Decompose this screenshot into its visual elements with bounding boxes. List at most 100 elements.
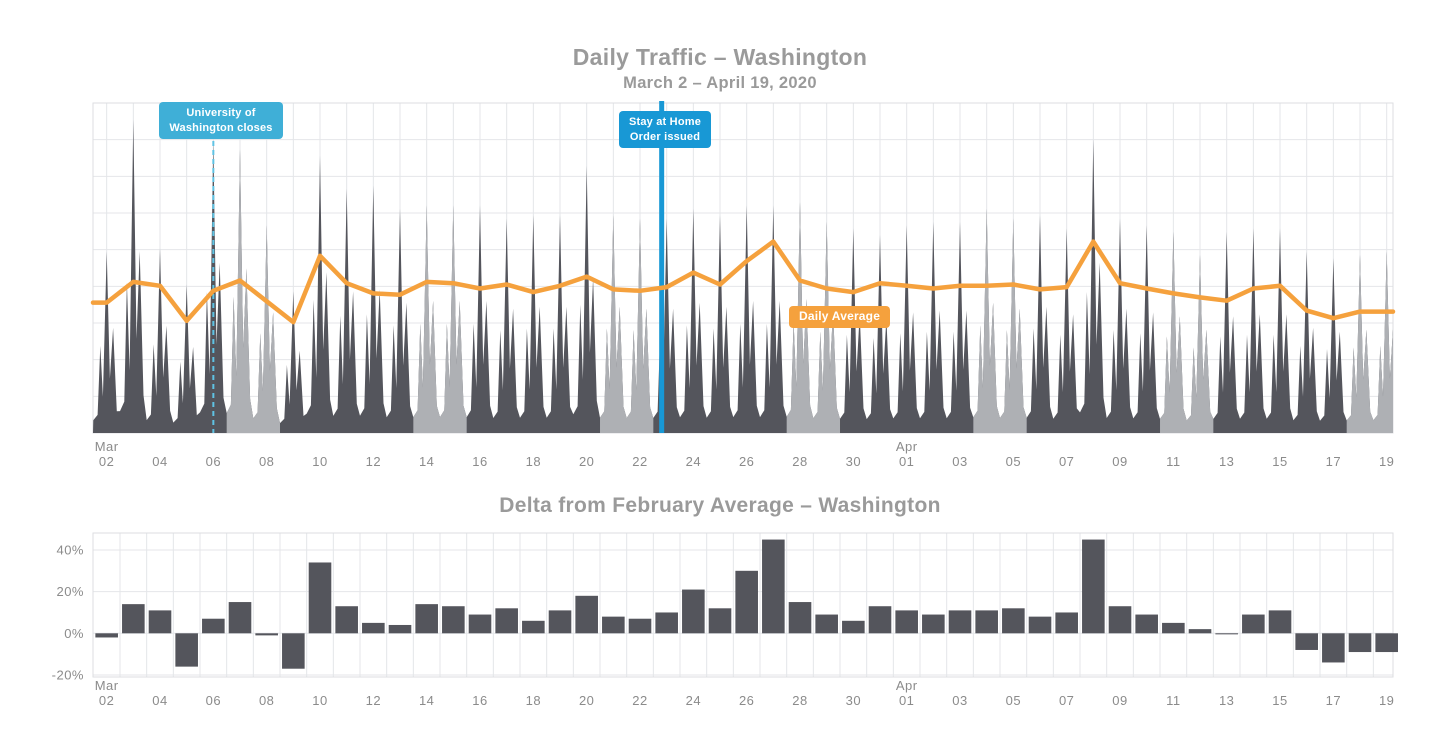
- svg-text:0%: 0%: [64, 626, 84, 641]
- top-chart-subtitle: March 2 – April 19, 2020: [623, 74, 817, 92]
- svg-text:07: 07: [1059, 693, 1074, 708]
- delta-bar: [602, 616, 625, 634]
- svg-text:10: 10: [312, 454, 327, 469]
- svg-text:28: 28: [792, 454, 807, 469]
- delta-bar: [122, 604, 145, 634]
- svg-text:40%: 40%: [56, 542, 84, 557]
- svg-text:02: 02: [99, 454, 114, 469]
- svg-text:09: 09: [1112, 693, 1127, 708]
- bottom-chart-title: Delta from February Average – Washington: [499, 494, 941, 517]
- svg-text:08: 08: [259, 454, 274, 469]
- svg-text:11: 11: [1166, 454, 1181, 469]
- delta-bar: [948, 610, 972, 634]
- delta-bar: [815, 614, 838, 634]
- svg-text:02: 02: [99, 693, 114, 708]
- bottom-y-axis-labels: 40% 20% 0% -20%: [52, 542, 84, 682]
- delta-bar: [495, 608, 518, 634]
- bottom-gridlines: [92, 532, 1394, 678]
- delta-bar: [175, 633, 198, 667]
- svg-text:07: 07: [1059, 454, 1074, 469]
- uw-closure-line2: Washington closes: [169, 121, 273, 134]
- svg-text:18: 18: [526, 454, 541, 469]
- delta-bar: [975, 610, 998, 634]
- delta-bar: [442, 606, 465, 634]
- delta-bar: [655, 612, 678, 634]
- delta-bar: [762, 539, 785, 634]
- stay-home-line1: Stay at Home: [628, 116, 702, 128]
- svg-text:06: 06: [206, 693, 221, 708]
- delta-bar: [1268, 610, 1292, 634]
- svg-text:04: 04: [152, 454, 167, 469]
- svg-text:01: 01: [899, 454, 914, 469]
- delta-bar: [1348, 633, 1372, 653]
- svg-text:20%: 20%: [56, 584, 84, 599]
- svg-text:03: 03: [952, 454, 967, 469]
- svg-text:05: 05: [1006, 693, 1021, 708]
- delta-bar: [415, 604, 438, 634]
- delta-bar: [228, 602, 252, 634]
- svg-text:24: 24: [686, 454, 701, 469]
- svg-text:22: 22: [632, 454, 647, 469]
- delta-bar: [308, 562, 332, 634]
- svg-text:15: 15: [1272, 693, 1287, 708]
- daily-average-label: Daily Average: [789, 306, 891, 328]
- delta-bar: [335, 606, 358, 634]
- delta-bar: [575, 595, 598, 634]
- delta-bar: [522, 620, 545, 634]
- daily-average-line: [90, 239, 1396, 325]
- delta-bar: [1135, 614, 1158, 634]
- svg-text:11: 11: [1166, 693, 1181, 708]
- delta-bar: [1188, 629, 1212, 634]
- delta-bar: [95, 633, 118, 638]
- delta-bar: [1055, 612, 1078, 634]
- stay-home-annotation-label: Stay at Home Order issued: [619, 111, 711, 149]
- delta-bar: [1322, 633, 1345, 663]
- delta-bar: [628, 618, 652, 634]
- svg-text:13: 13: [1219, 693, 1234, 708]
- svg-text:15: 15: [1272, 454, 1287, 469]
- svg-text:03: 03: [952, 693, 967, 708]
- delta-bar: [735, 570, 758, 634]
- delta-bar: [1215, 633, 1238, 635]
- delta-bar: [1162, 622, 1185, 634]
- traffic-area-weekday: [93, 119, 1393, 433]
- uw-closure-line1: University of: [186, 107, 256, 119]
- delta-bar: [895, 610, 918, 634]
- svg-text:17: 17: [1326, 693, 1341, 708]
- traffic-area-weekend: [226, 149, 1393, 433]
- svg-text:12: 12: [366, 454, 381, 469]
- svg-text:06: 06: [206, 454, 221, 469]
- uw-closure-annotation-label: University of Washington closes: [159, 102, 283, 140]
- delta-bar: [468, 614, 492, 634]
- svg-text:26: 26: [739, 454, 754, 469]
- delta-bar: [1295, 633, 1318, 650]
- delta-bar: [388, 624, 412, 634]
- svg-text:19: 19: [1379, 693, 1394, 708]
- delta-bar: [708, 608, 732, 634]
- delta-bar: [282, 633, 305, 669]
- svg-text:26: 26: [739, 693, 754, 708]
- svg-text:30: 30: [846, 454, 861, 469]
- delta-bars: [95, 539, 1398, 669]
- top-chart-title: Daily Traffic – Washington: [572, 44, 868, 70]
- delta-bar: [922, 614, 945, 634]
- svg-text:14: 14: [419, 693, 434, 708]
- delta-bar: [868, 606, 892, 634]
- svg-text:09: 09: [1112, 454, 1127, 469]
- svg-text:01: 01: [899, 693, 914, 708]
- svg-text:20: 20: [579, 454, 594, 469]
- svg-text:13: 13: [1219, 454, 1234, 469]
- delta-bar: [202, 618, 225, 634]
- delta-bar: [1028, 616, 1052, 634]
- delta-bar: [548, 610, 572, 634]
- svg-text:-20%: -20%: [52, 667, 84, 682]
- svg-text:16: 16: [472, 693, 487, 708]
- svg-text:17: 17: [1326, 454, 1341, 469]
- delta-bar: [1108, 606, 1132, 634]
- svg-text:24: 24: [686, 693, 701, 708]
- svg-text:Mar: Mar: [95, 678, 119, 693]
